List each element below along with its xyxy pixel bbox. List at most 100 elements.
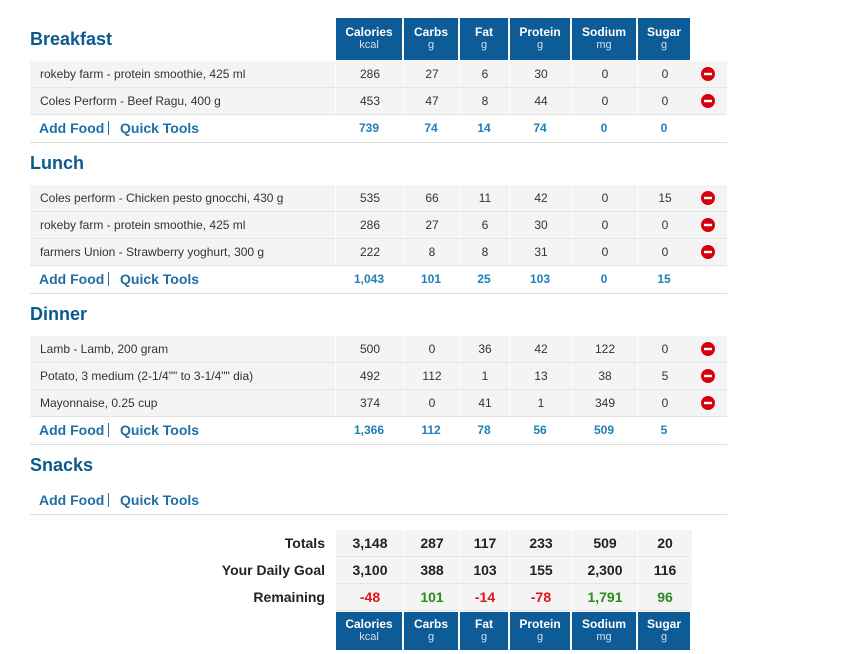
food-value: 0 — [403, 390, 460, 416]
meal-title: Dinner — [30, 304, 88, 324]
column-header: Sodium mg — [572, 612, 636, 650]
meal-total: 56 — [533, 423, 547, 437]
food-value: 27 — [403, 212, 460, 238]
delete-button[interactable] — [692, 363, 727, 389]
column-name: Carbs — [413, 25, 448, 39]
separator — [108, 272, 109, 286]
delete-button[interactable] — [692, 239, 727, 265]
summary-value: 233 — [509, 530, 572, 556]
food-value: 36 — [459, 336, 510, 362]
food-value: 6 — [459, 212, 510, 238]
food-value: 0 — [403, 336, 460, 362]
food-value: 13 — [509, 363, 572, 389]
food-name: rokeby farm - protein smoothie, 425 ml — [30, 61, 335, 87]
separator — [108, 121, 109, 135]
quick-tools-link[interactable]: Quick Tools — [120, 492, 200, 508]
food-value: 0 — [571, 88, 638, 114]
summary-value: 287 — [403, 530, 460, 556]
food-value: 38 — [571, 363, 638, 389]
delete-button[interactable] — [692, 336, 727, 362]
delete-button[interactable] — [692, 212, 727, 238]
food-value: 349 — [571, 390, 638, 416]
summary-value: 155 — [509, 557, 572, 583]
food-value: 8 — [403, 239, 460, 265]
column-name: Sodium — [582, 617, 626, 631]
meal-total: 739 — [358, 121, 380, 135]
food-name: Potato, 3 medium (2-1/4"" to 3-1/4"" dia… — [30, 363, 335, 389]
delete-button[interactable] — [692, 185, 727, 211]
column-header: Sugar g — [638, 612, 690, 650]
delete-button[interactable] — [692, 88, 727, 114]
summary-value: -14 — [459, 584, 510, 610]
column-name: Calories — [345, 617, 393, 631]
meal-total: 5 — [660, 423, 668, 437]
delete-icon[interactable] — [692, 390, 727, 416]
column-unit: g — [480, 39, 488, 51]
food-value: 41 — [459, 390, 510, 416]
delete-icon[interactable] — [692, 88, 727, 114]
food-value: 8 — [459, 88, 510, 114]
row-divider — [336, 556, 690, 557]
meal-total: 15 — [657, 272, 671, 286]
column-unit: g — [427, 39, 435, 51]
summary-label: Totals — [284, 535, 325, 551]
row-divider — [30, 87, 727, 88]
column-name: Protein — [519, 617, 561, 631]
column-header: Protein g — [510, 612, 570, 650]
food-value: 0 — [571, 212, 638, 238]
food-value: 535 — [335, 185, 404, 211]
food-value: 44 — [509, 88, 572, 114]
quick-tools-link[interactable]: Quick Tools — [120, 422, 200, 438]
food-value: 1 — [509, 390, 572, 416]
column-unit: mg — [596, 631, 612, 643]
delete-icon[interactable] — [692, 336, 727, 362]
add-food-link[interactable]: Add Food — [39, 492, 105, 508]
quick-tools-link[interactable]: Quick Tools — [120, 120, 200, 136]
add-food-link[interactable]: Add Food — [39, 271, 105, 287]
column-unit: kcal — [359, 39, 379, 51]
quick-tools-link[interactable]: Quick Tools — [120, 271, 200, 287]
food-value: 0 — [571, 61, 638, 87]
food-value: 0 — [571, 239, 638, 265]
column-header: Calories kcal — [336, 18, 402, 60]
meal-title: Breakfast — [30, 29, 113, 49]
food-name: Coles perform - Chicken pesto gnocchi, 4… — [30, 185, 335, 211]
row-divider — [30, 389, 727, 390]
summary-value: 20 — [637, 530, 692, 556]
food-value: 0 — [637, 212, 692, 238]
add-food-link[interactable]: Add Food — [39, 120, 105, 136]
add-food-link[interactable]: Add Food — [39, 422, 105, 438]
delete-icon[interactable] — [692, 239, 727, 265]
meal-total: 74 — [533, 121, 547, 135]
summary-value: 103 — [459, 557, 510, 583]
column-name: Carbs — [413, 617, 448, 631]
row-divider — [30, 238, 727, 239]
food-value: 8 — [459, 239, 510, 265]
food-value: 0 — [637, 336, 692, 362]
food-value: 0 — [637, 88, 692, 114]
delete-icon[interactable] — [692, 185, 727, 211]
food-value: 0 — [571, 185, 638, 211]
column-unit: g — [480, 631, 488, 643]
food-value: 122 — [571, 336, 638, 362]
separator — [108, 423, 109, 437]
food-value: 30 — [509, 61, 572, 87]
column-unit: g — [536, 39, 544, 51]
food-value: 5 — [637, 363, 692, 389]
section-divider — [30, 142, 727, 143]
delete-icon[interactable] — [692, 61, 727, 87]
meal-total: 74 — [424, 121, 438, 135]
delete-button[interactable] — [692, 61, 727, 87]
food-value: 286 — [335, 61, 404, 87]
delete-icon[interactable] — [692, 212, 727, 238]
food-value: 1 — [459, 363, 510, 389]
delete-button[interactable] — [692, 390, 727, 416]
column-name: Calories — [345, 25, 393, 39]
summary-value: 2,300 — [571, 557, 638, 583]
delete-icon[interactable] — [692, 363, 727, 389]
column-header: Carbs g — [404, 18, 458, 60]
food-value: 27 — [403, 61, 460, 87]
food-value: 0 — [637, 390, 692, 416]
food-value: 0 — [637, 239, 692, 265]
meal-total: 78 — [477, 423, 491, 437]
